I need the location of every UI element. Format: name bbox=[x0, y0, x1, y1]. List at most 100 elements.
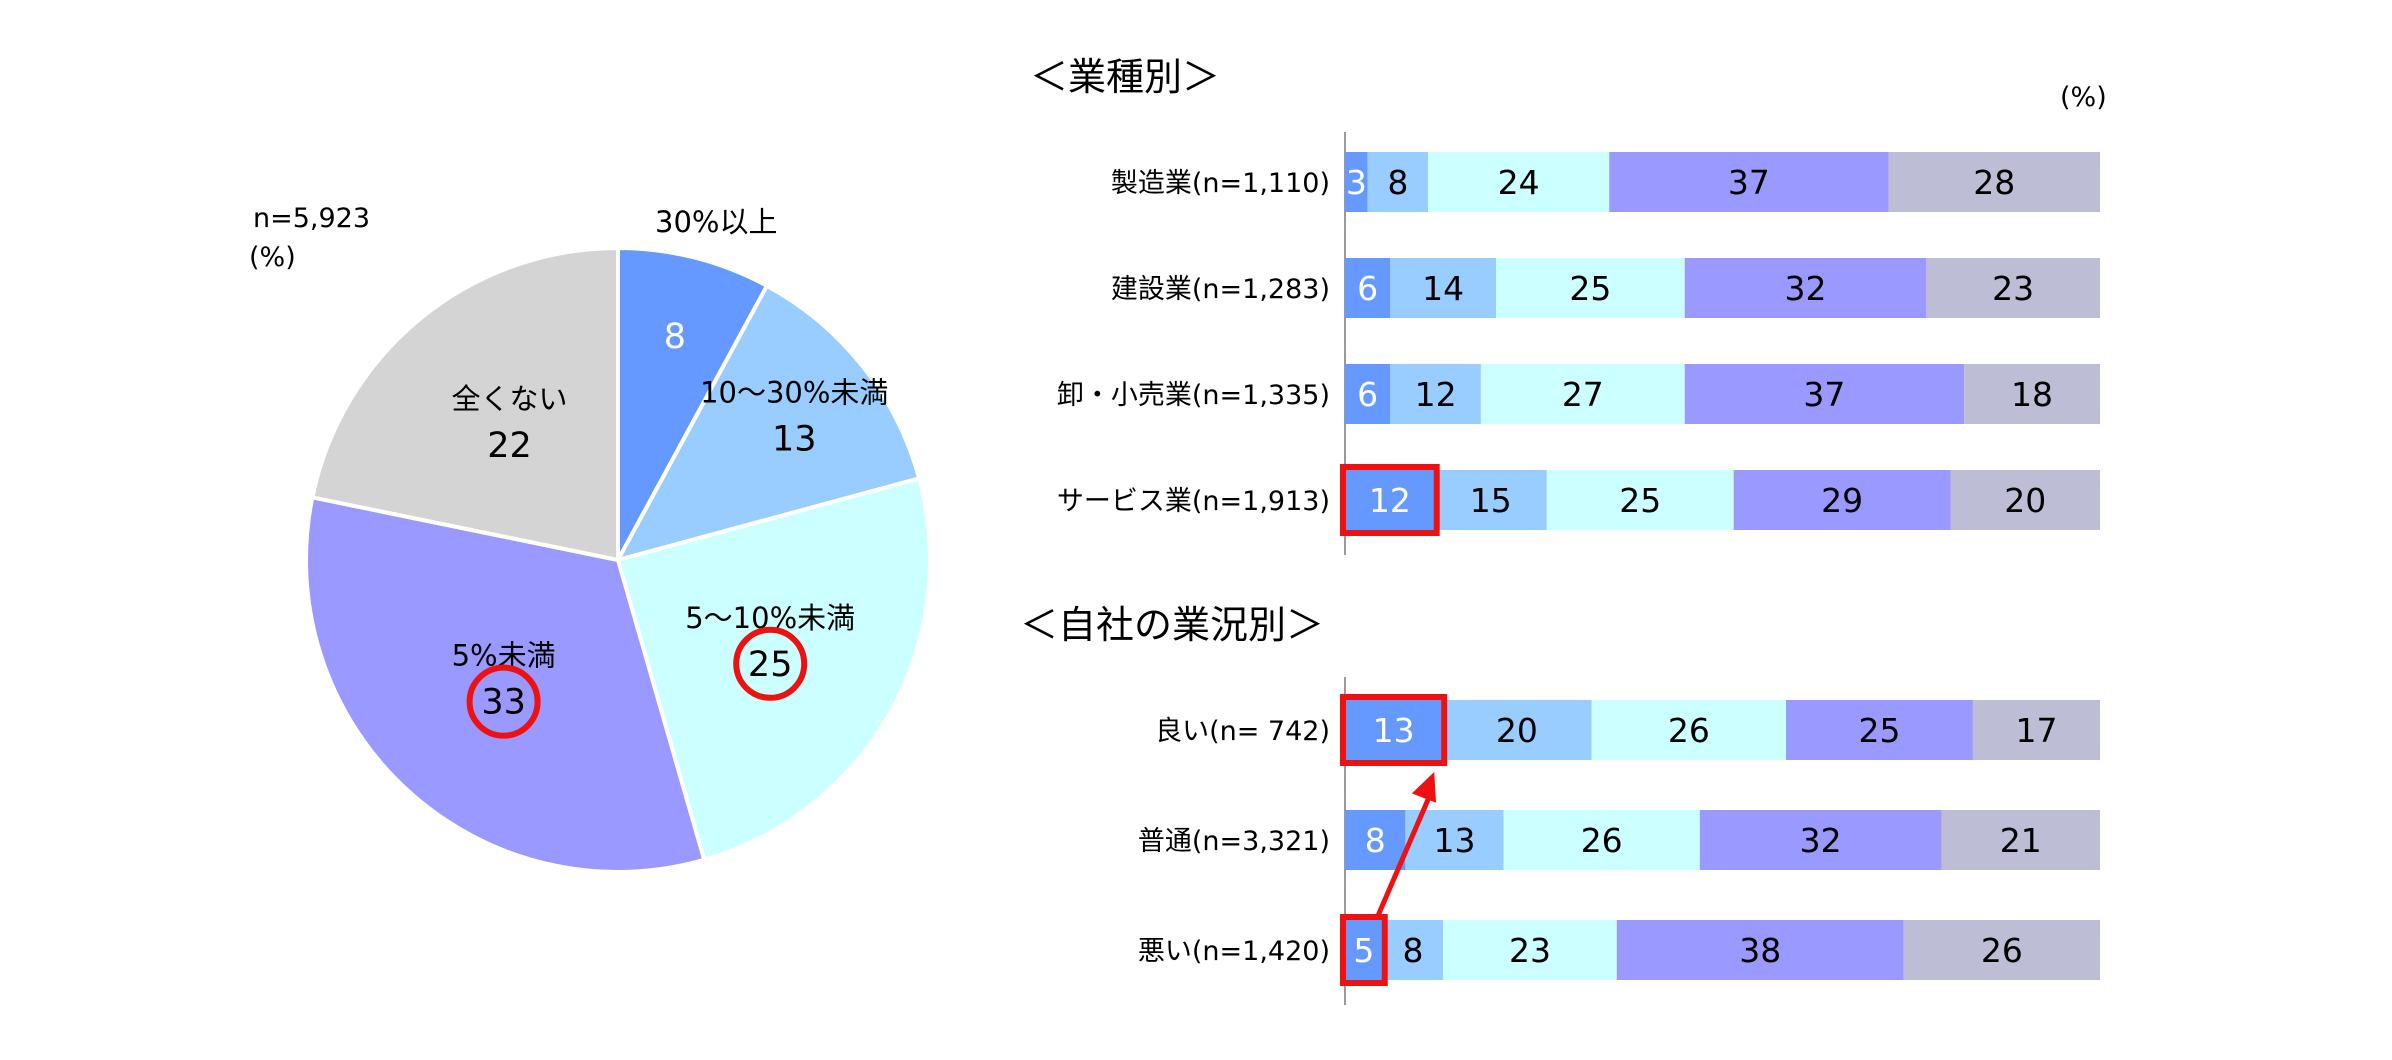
bar-value-label: 8 bbox=[1365, 821, 1386, 860]
bar-value-label: 28 bbox=[1973, 163, 2015, 202]
bar-segment bbox=[1496, 258, 1685, 318]
bar-value-label: 15 bbox=[1470, 481, 1512, 520]
bar-segment bbox=[1428, 152, 1610, 212]
bar-value-label: 8 bbox=[1387, 163, 1408, 202]
bar-segment bbox=[1903, 920, 2100, 980]
bar-value-label: 12 bbox=[1415, 375, 1457, 414]
bar-segment bbox=[1609, 152, 1889, 212]
highlight-box bbox=[1340, 914, 1388, 986]
highlight-box bbox=[1340, 464, 1440, 536]
category-label: 普通(n=3,321) bbox=[1138, 826, 1330, 857]
pie-value-label: 33 bbox=[481, 683, 526, 723]
pie-value-label: 13 bbox=[772, 420, 817, 460]
bar-value-label: 18 bbox=[2011, 375, 2053, 414]
category-label: 建設業(n=1,283) bbox=[1111, 274, 1330, 305]
highlight-arrow bbox=[1375, 789, 1435, 917]
bar-segment bbox=[1972, 700, 2100, 760]
highlight-box bbox=[1340, 694, 1448, 766]
bar-value-label: 37 bbox=[1728, 163, 1770, 202]
bar-value-label: 32 bbox=[1800, 821, 1842, 860]
highlight-arrowhead bbox=[1411, 772, 1437, 803]
bar-value-label: 14 bbox=[1422, 269, 1464, 308]
category-label: 製造業(n=1,110) bbox=[1111, 168, 1330, 199]
bar-segment bbox=[1390, 364, 1481, 424]
bar-segment bbox=[1546, 470, 1734, 530]
pie-n-label: n=5,923 bbox=[253, 203, 370, 234]
business-condition-bars: 良い(n= 742) 13 20 26 25 17 普通(n=3,321) 8 13 26 32 21… bbox=[1138, 677, 2100, 1005]
bar-value-label: 23 bbox=[1509, 931, 1551, 970]
bar-segment bbox=[1786, 700, 1973, 760]
bar-segment bbox=[1950, 470, 2100, 530]
bar-segment bbox=[1382, 920, 1444, 980]
bar-segment bbox=[1367, 152, 1429, 212]
bar-value-label: 26 bbox=[1981, 931, 2023, 970]
bar-value-label: 37 bbox=[1803, 375, 1845, 414]
bar-value-label: 21 bbox=[2000, 821, 2042, 860]
bar-value-label: 32 bbox=[1785, 269, 1827, 308]
pie-slice bbox=[614, 283, 922, 564]
category-label: サービス業(n=1,913) bbox=[1057, 486, 1330, 517]
bar-value-label: 25 bbox=[1569, 269, 1611, 308]
bar-value-label: 26 bbox=[1668, 711, 1710, 750]
highlight-circle bbox=[733, 626, 808, 701]
pie-value-label: 8 bbox=[664, 317, 686, 357]
bar-segment bbox=[1345, 152, 1368, 212]
industry-bars: 製造業(n=1,110) 3 8 24 37 28 建設業(n=1,283) 6 14 25 32 2… bbox=[1057, 132, 2100, 555]
pie-slice-label: 全くない bbox=[452, 382, 568, 416]
bar-value-label: 20 bbox=[2004, 481, 2046, 520]
bar-segment bbox=[1591, 700, 1787, 760]
bar-segment bbox=[1684, 258, 1927, 318]
bar-value-label: 29 bbox=[1821, 481, 1863, 520]
pie-chart: n=5,923 (%) 810～30%未満135～10%未満255%未満33全く… bbox=[249, 203, 932, 874]
bar-segment bbox=[1345, 258, 1391, 318]
bar-chart-industry: ＜業種別＞ (%) 製造業(n=1,110) 3 8 24 37 28 建設業(n=1,28… bbox=[1030, 55, 2107, 555]
bar-value-label: 8 bbox=[1402, 931, 1423, 970]
bar-chart-business-condition: ＜自社の業況別＞ 良い(n= 742) 13 20 26 25 17 普通(n=3,321)… bbox=[1020, 603, 2100, 1005]
pie-value-label: 25 bbox=[748, 645, 793, 685]
business-chart-title: ＜自社の業況別＞ bbox=[1020, 603, 1324, 647]
bar-value-label: 27 bbox=[1562, 375, 1604, 414]
bar-segment bbox=[1926, 258, 2100, 318]
pie-slice bbox=[309, 245, 620, 563]
bar-segment bbox=[1964, 364, 2100, 424]
bar-value-label: 6 bbox=[1357, 269, 1378, 308]
pie-slice bbox=[304, 494, 707, 874]
pie-slices bbox=[304, 245, 932, 874]
bar-value-label: 3 bbox=[1346, 163, 1367, 202]
bar-value-label: 25 bbox=[1858, 711, 1900, 750]
pie-slice bbox=[615, 476, 932, 863]
category-label: 卸・小売業(n=1,335) bbox=[1057, 380, 1330, 411]
pie-value-label: 22 bbox=[487, 426, 532, 466]
pie-unit-label: (%) bbox=[249, 242, 296, 273]
bar-segment bbox=[1480, 364, 1685, 424]
highlight-circle bbox=[466, 664, 541, 739]
bar-segment bbox=[1733, 470, 1951, 530]
bar-segment bbox=[1616, 920, 1904, 980]
bar-value-label: 5 bbox=[1353, 931, 1374, 970]
bar-segment bbox=[1443, 920, 1617, 980]
bar-segment bbox=[1345, 920, 1383, 980]
bar-value-label: 20 bbox=[1496, 711, 1538, 750]
bar-value-label: 24 bbox=[1498, 163, 1540, 202]
industry-unit-label: (%) bbox=[2060, 82, 2107, 113]
bar-segment bbox=[1684, 364, 1965, 424]
bar-segment bbox=[1434, 470, 1547, 530]
bar-value-label: 23 bbox=[1992, 269, 2034, 308]
pie-slice bbox=[616, 245, 770, 561]
bar-value-label: 6 bbox=[1357, 375, 1378, 414]
bar-value-label: 13 bbox=[1373, 711, 1415, 750]
bar-value-label: 13 bbox=[1433, 821, 1475, 860]
bar-segment bbox=[1390, 258, 1496, 318]
bar-segment bbox=[1941, 810, 2100, 870]
bar-segment bbox=[1503, 810, 1700, 870]
category-label: 良い(n= 742) bbox=[1155, 716, 1330, 747]
category-label: 悪い(n=1,420) bbox=[1138, 936, 1330, 967]
bar-segment bbox=[1345, 810, 1406, 870]
industry-chart-title: ＜業種別＞ bbox=[1030, 55, 1220, 99]
bar-segment bbox=[1345, 470, 1435, 530]
bar-value-label: 17 bbox=[2015, 711, 2057, 750]
bar-segment bbox=[1442, 700, 1592, 760]
pie-slice-label: 30%以上 bbox=[655, 205, 777, 239]
